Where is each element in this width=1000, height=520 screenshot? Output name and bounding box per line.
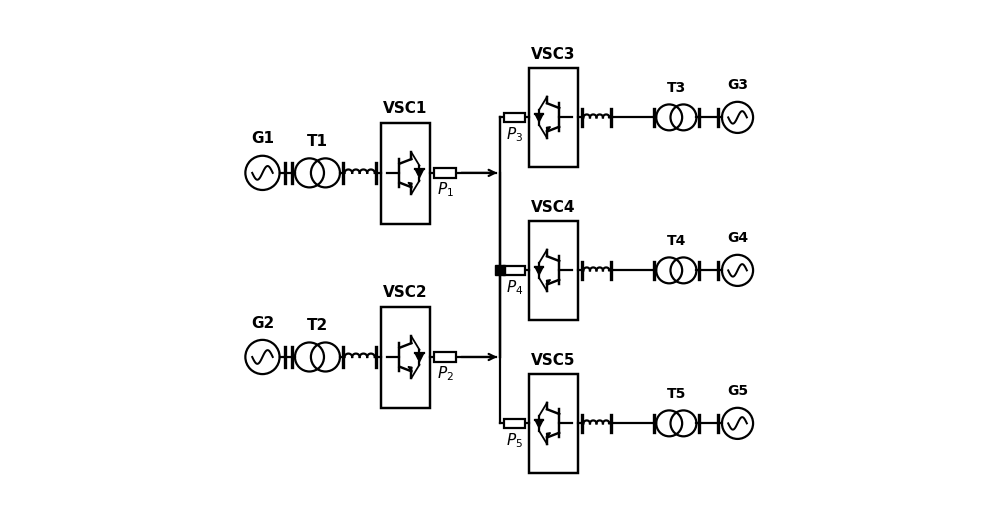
Text: VSC1: VSC1 [383, 101, 428, 116]
Bar [381, 123, 430, 224]
Text: VSC4: VSC4 [531, 200, 575, 215]
Bar [504, 113, 525, 122]
Text: VSC3: VSC3 [531, 47, 575, 62]
Bar [434, 353, 456, 361]
Polygon shape [535, 420, 543, 428]
Text: T4: T4 [667, 234, 686, 248]
Polygon shape [535, 113, 543, 122]
Text: VSC5: VSC5 [531, 353, 575, 368]
Text: $P_5$: $P_5$ [506, 431, 523, 450]
Text: T3: T3 [667, 81, 686, 95]
Polygon shape [546, 433, 550, 437]
Text: G3: G3 [727, 79, 748, 93]
Text: G1: G1 [251, 132, 274, 147]
Text: $P_3$: $P_3$ [506, 125, 523, 144]
Polygon shape [415, 354, 424, 362]
Text: $P_2$: $P_2$ [437, 365, 453, 383]
Bar [529, 221, 578, 320]
Bar [434, 168, 456, 177]
Bar [529, 68, 578, 166]
Text: G2: G2 [251, 316, 274, 331]
Text: $P_4$: $P_4$ [506, 278, 523, 297]
Bar [504, 266, 525, 275]
Polygon shape [415, 170, 424, 178]
Bar [529, 374, 578, 473]
Text: VSC2: VSC2 [383, 285, 428, 301]
Polygon shape [408, 183, 412, 187]
Polygon shape [546, 127, 550, 132]
Text: G4: G4 [727, 231, 748, 245]
Bar [504, 419, 525, 428]
Text: $P_1$: $P_1$ [437, 180, 453, 199]
Polygon shape [535, 267, 543, 275]
Bar [381, 307, 430, 408]
Polygon shape [408, 367, 412, 371]
Text: T2: T2 [307, 318, 328, 333]
Polygon shape [546, 280, 550, 284]
Text: G5: G5 [727, 384, 748, 398]
Text: T1: T1 [307, 134, 328, 149]
Text: T5: T5 [667, 387, 686, 401]
